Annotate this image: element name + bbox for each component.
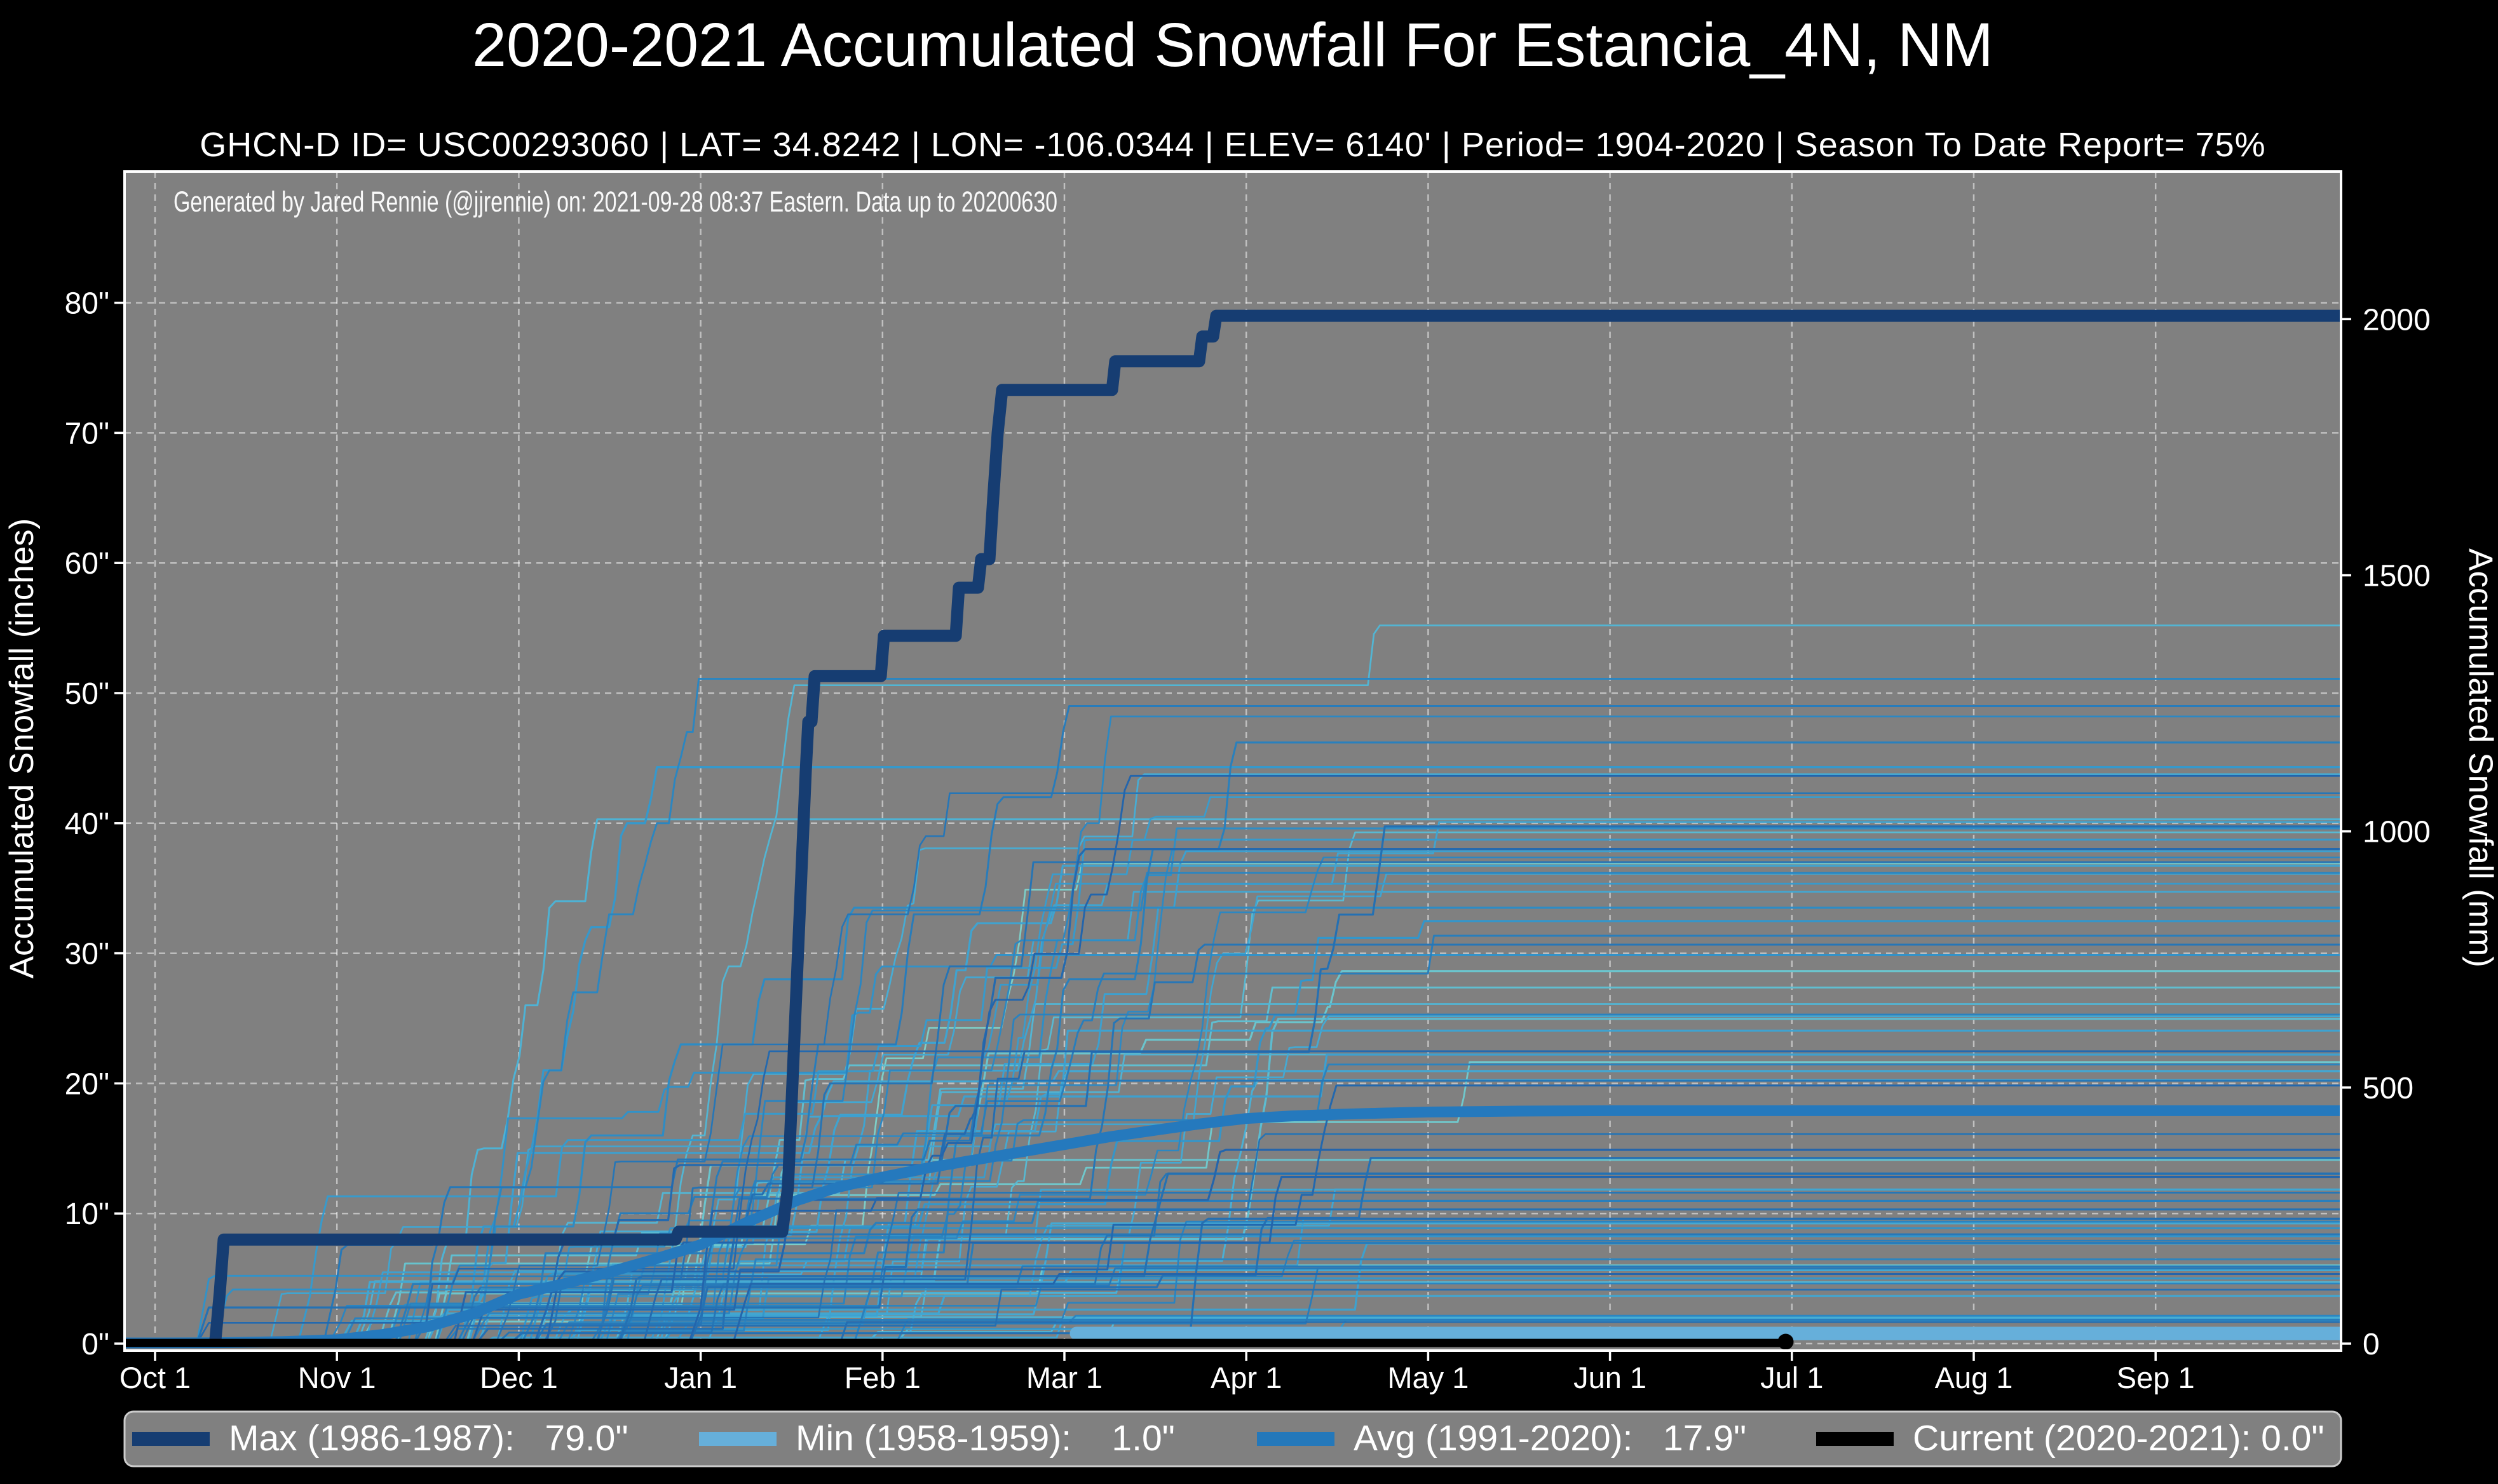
svg-text:Aug 1: Aug 1 [1935, 1361, 2013, 1394]
svg-text:80": 80" [65, 287, 109, 321]
svg-text:40": 40" [65, 807, 109, 841]
svg-text:500: 500 [2363, 1072, 2413, 1105]
svg-text:Jan 1: Jan 1 [664, 1361, 737, 1394]
svg-text:0": 0" [81, 1328, 109, 1361]
svg-text:60": 60" [65, 547, 109, 581]
svg-text:50": 50" [65, 677, 109, 711]
svg-text:2000: 2000 [2363, 303, 2431, 337]
svg-text:Avg (1991-2020): 17.9": Avg (1991-2020): 17.9" [1354, 1418, 1746, 1459]
svg-text:2020-2021 Accumulated Snowfall: 2020-2021 Accumulated Snowfall For Estan… [472, 10, 1993, 79]
svg-text:Nov 1: Nov 1 [298, 1361, 376, 1394]
svg-text:1000: 1000 [2363, 816, 2431, 849]
svg-text:0: 0 [2363, 1328, 2380, 1361]
svg-text:1500: 1500 [2363, 560, 2431, 593]
svg-text:30": 30" [65, 938, 109, 971]
svg-text:Min (1958-1959): 1.0": Min (1958-1959): 1.0" [796, 1418, 1175, 1459]
svg-text:Apr 1: Apr 1 [1211, 1361, 1282, 1394]
svg-text:70": 70" [65, 417, 109, 450]
svg-text:Current (2020-2021): 0.0": Current (2020-2021): 0.0" [1913, 1418, 2325, 1459]
svg-text:Jun 1: Jun 1 [1573, 1361, 1646, 1394]
svg-text:Mar 1: Mar 1 [1026, 1361, 1103, 1394]
svg-text:Feb 1: Feb 1 [845, 1361, 921, 1394]
svg-text:Generated by Jared Rennie (@jj: Generated by Jared Rennie (@jjrennie) on… [173, 186, 1057, 218]
svg-text:Dec 1: Dec 1 [480, 1361, 558, 1394]
svg-text:Max (1986-1987): 79.0": Max (1986-1987): 79.0" [229, 1418, 628, 1459]
svg-text:Accumulated Snowfall (mm): Accumulated Snowfall (mm) [2462, 548, 2498, 968]
svg-text:Accumulated Snowfall (inches): Accumulated Snowfall (inches) [3, 518, 41, 979]
svg-text:20": 20" [65, 1067, 109, 1101]
svg-text:Sep 1: Sep 1 [2117, 1361, 2195, 1394]
svg-text:May 1: May 1 [1387, 1361, 1469, 1394]
svg-text:Oct 1: Oct 1 [119, 1361, 191, 1394]
svg-text:GHCN-D ID= USC00293060 | LAT=: GHCN-D ID= USC00293060 | LAT= 34.8242 | … [200, 126, 2265, 164]
svg-text:10": 10" [65, 1197, 109, 1231]
svg-text:Jul 1: Jul 1 [1760, 1361, 1823, 1394]
